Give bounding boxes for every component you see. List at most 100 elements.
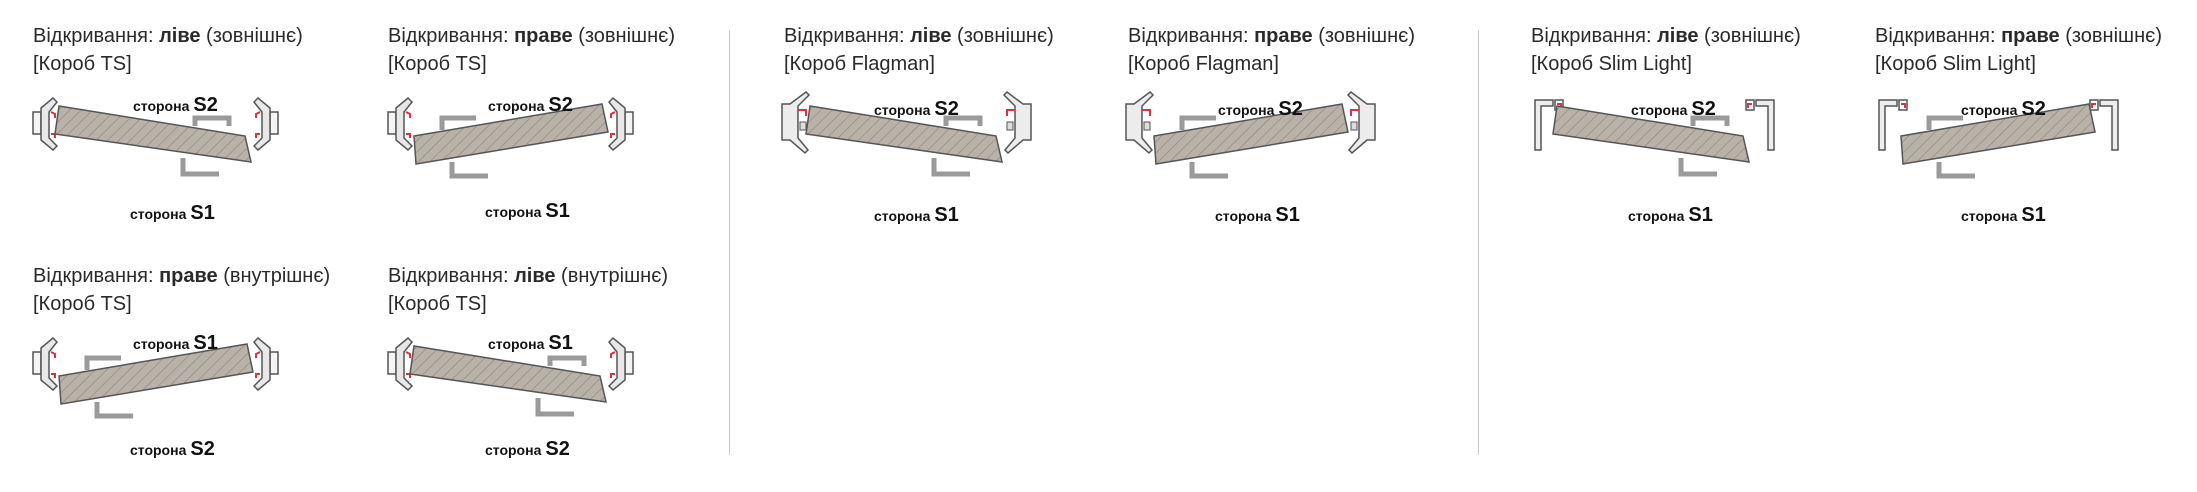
frame-part [1755,99,1775,151]
door-handle [94,402,133,419]
door-leaf [58,343,254,405]
panel-box-name: [Короб Flagman] [1128,53,1279,75]
seal [610,111,616,118]
section-divider [1478,30,1479,455]
frame-part [1350,121,1358,131]
door-frame-profile [387,96,414,152]
door-diagram [1534,99,1775,177]
side-label-bottom: сторона S1 [1628,204,1713,226]
seal [255,373,260,378]
panel-flagman-left-outward: Відкривання: ліве (зовнішнє) [Короб Flag… [781,22,1124,252]
side-label-bottom: сторона S1 [130,202,215,224]
frame-part [607,336,626,392]
panel-ts-left-inward: Відкривання: ліве (внутрішнє) [Короб TS]… [387,262,728,492]
section-divider [729,30,730,455]
door-diagram [387,336,634,417]
panel-box-name: [Короб TS] [33,293,132,315]
side-label-top: сторона S2 [133,94,218,116]
frame-part [624,111,634,135]
door-handle [1179,115,1216,130]
door-frame-profile [781,91,811,155]
side-label-top: сторона S1 [488,332,573,354]
door-handle [535,398,574,417]
seal [51,373,56,378]
door-diagram [32,96,279,177]
door-frame-profile [32,96,59,152]
frame-part [387,111,397,135]
panel-title: Відкривання: праве (зовнішнє) [1128,25,1415,47]
side-label-bottom: сторона S1 [1961,204,2046,226]
door-handle [439,115,476,130]
side-label-top: сторона S1 [133,332,218,354]
frame-part [252,336,271,392]
side-label-bottom: сторона S1 [485,200,570,222]
frame-part [387,351,397,375]
door-handle [1189,162,1228,179]
frame-part [395,96,414,152]
door-handle [943,115,983,126]
seal [610,133,615,138]
seal [255,351,261,358]
frame-part [1878,99,1898,151]
panel-title: Відкривання: праве (зовнішнє) [388,25,675,47]
door-handle [180,158,219,177]
seal [798,109,807,116]
door-frame-profile [1125,91,1155,155]
door-leaf [54,105,252,163]
side-label-bottom: сторона S1 [1215,204,1300,226]
door-handle [1926,115,1963,130]
panel-title: Відкривання: ліве (внутрішнє) [388,265,669,287]
frame-part [40,96,59,152]
frame-part [1006,121,1014,131]
panel-title: Відкривання: ліве (зовнішнє) [784,25,1054,47]
panel-box-name: [Короб TS] [388,293,487,315]
door-diagram [387,96,634,179]
door-diagram [1125,91,1376,179]
door-frame-profile [1745,99,1775,151]
seal [405,111,411,118]
seal [610,373,615,378]
frame-part [781,91,811,155]
door-frame-profile [252,96,279,152]
panel-box-name: [Короб Flagman] [784,53,935,75]
door-leaf [1153,103,1349,165]
side-label-top: сторона S2 [1961,98,2046,120]
frame-part [269,351,279,375]
door-handle [1690,115,1730,126]
group-ts: Відкривання: ліве (зовнішнє) [Короб TS] … [32,0,733,485]
side-label-top: сторона S2 [1218,98,1303,120]
panel-box-name: [Короб TS] [388,53,487,75]
door-leaf [413,103,609,165]
group-flagman: Відкривання: ліве (зовнішнє) [Короб Flag… [781,0,1484,485]
frame-part [40,336,59,392]
frame-part [395,336,414,392]
seal [2091,103,2096,108]
seal [255,133,260,138]
seal [405,351,411,358]
door-frame-profile [607,96,634,152]
panel-title: Відкривання: ліве (зовнішнє) [33,25,303,47]
panel-box-name: [Короб Slim Light] [1531,53,1692,75]
panel-flagman-right-outward: Відкривання: праве (зовнішнє) [Короб Fla… [1125,22,1468,252]
door-handle [1678,158,1717,177]
frame-part [607,96,626,152]
panel-box-name: [Короб TS] [33,53,132,75]
seal [255,111,261,118]
door-leaf [409,345,607,403]
frame-part [1125,91,1155,155]
panel-ts-right-outward: Відкривання: праве (зовнішнє) [Короб TS]… [387,22,728,252]
seal [1006,109,1015,116]
group-slim-light: Відкривання: ліве (зовнішнє) [Короб Slim… [1531,0,2197,485]
panel-title: Відкривання: праве (зовнішнє) [1875,25,2162,47]
panel-title: Відкривання: ліве (зовнішнє) [1531,25,1801,47]
frame-part [799,121,807,131]
side-label-top: сторона S2 [1631,98,1716,120]
frame-part [252,96,271,152]
frame-part [269,111,279,135]
door-handle [192,115,232,126]
side-label-top: сторона S2 [488,94,573,116]
side-label-bottom: сторона S2 [130,438,215,460]
door-frame-profile [1002,91,1032,155]
frame-part [1346,91,1376,155]
door-frame-profile [387,336,414,392]
